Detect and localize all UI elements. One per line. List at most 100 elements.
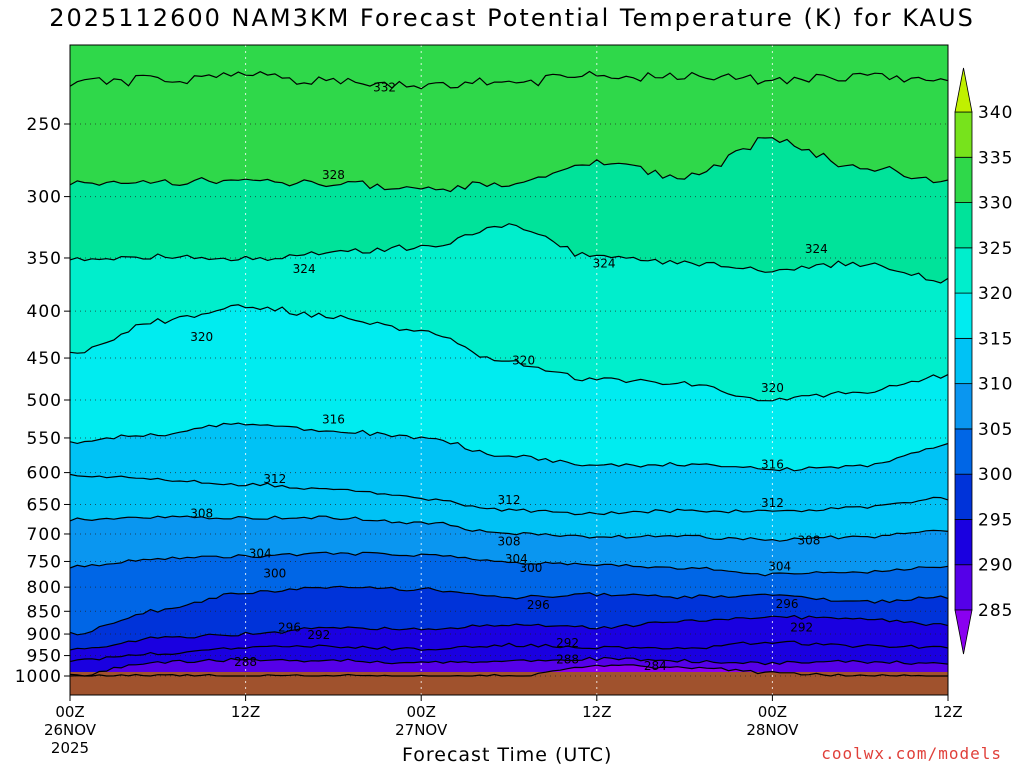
x-tick-label: 00Z: [407, 703, 436, 721]
colorbar-segment-290: [954, 519, 973, 566]
colorbar-tick-label: 310: [978, 375, 1013, 395]
contour-label: 316: [761, 458, 784, 472]
isentrope-292: [69, 640, 949, 663]
isentrope-312: [69, 473, 949, 516]
contour-label: 288: [234, 655, 257, 669]
contour-label: 300: [519, 561, 542, 575]
source-credit[interactable]: coolwx.com/models: [821, 744, 1002, 763]
colorbar-segment-310: [954, 337, 973, 385]
contour-label: 324: [805, 242, 828, 256]
x-tick-date: 26NOV: [44, 721, 97, 739]
y-tick-label: 600: [27, 464, 62, 484]
isentrope-324: [69, 223, 949, 284]
chart-title: 2025112600 NAM3KM Forecast Potential Tem…: [49, 4, 975, 32]
y-tick-label: 850: [27, 602, 62, 622]
isentrope-308: [69, 515, 949, 542]
x-tick-year: 2025: [51, 739, 89, 757]
colorbar-tick-label: 285: [978, 601, 1013, 621]
y-tick-label: 350: [27, 249, 62, 269]
contour-label: 296: [527, 598, 550, 612]
x-tick-label: 12Z: [582, 703, 611, 721]
colorbar-segment-320: [954, 247, 973, 294]
x-tick-date: 28NOV: [746, 721, 799, 739]
contour-label: 312: [761, 496, 784, 510]
y-tick-label: 250: [27, 115, 62, 135]
isentrope-332: [69, 70, 949, 90]
colorbar-min-triangle: [954, 609, 973, 655]
x-tick-label: 12Z: [231, 703, 260, 721]
colorbar-tick-label: 315: [978, 329, 1013, 349]
ground-fill: [70, 671, 948, 695]
contour-label: 320: [512, 354, 535, 368]
colorbar-tick-label: 295: [978, 510, 1013, 530]
colorbar-max-triangle: [954, 67, 973, 113]
colorbar-tick-label: 340: [978, 103, 1013, 123]
contour-label: 312: [263, 472, 286, 486]
y-tick-label: 550: [27, 429, 62, 449]
colorbar: 285 290 295 300 305 310 315 320 325 330 335 340: [954, 67, 1013, 655]
contour-label: 292: [556, 636, 579, 650]
colorbar-tick-label: 305: [978, 420, 1013, 440]
isentrope-284: [69, 664, 948, 677]
isentrope-328: [69, 137, 949, 193]
x-tick-label: 12Z: [933, 703, 962, 721]
y-tick-label: 900: [27, 625, 62, 645]
contour-label: 312: [498, 493, 521, 507]
colorbar-segment-305: [954, 383, 973, 430]
y-axis: 250 300 350 400 450 500 550 600 650 700 750 800 850 9…: [15, 115, 70, 687]
y-tick-label: 400: [27, 302, 62, 322]
x-tick-label: 00Z: [55, 703, 84, 721]
contour-label: 300: [263, 566, 286, 580]
isentrope-contours: [69, 70, 949, 677]
isentrope-296: [69, 614, 949, 651]
y-tick-label: 450: [27, 349, 62, 369]
y-tick-label: 700: [27, 525, 62, 545]
colorbar-tick-label: 335: [978, 148, 1013, 168]
colorbar-segment-300: [954, 428, 973, 475]
x-tick-label: 00Z: [758, 703, 787, 721]
contour-label: 316: [322, 412, 345, 426]
contour-label: 324: [593, 257, 616, 271]
y-tick-label: 650: [27, 495, 62, 515]
contour-label: 292: [307, 628, 330, 642]
y-tick-label: 1000: [15, 667, 62, 687]
isentrope-320: [69, 304, 949, 402]
isentrope-300: [69, 585, 949, 636]
colorbar-segment-315: [954, 292, 973, 339]
contour-label: 308: [498, 534, 521, 548]
contour-label: 296: [776, 597, 799, 611]
ground-below-surface: [70, 671, 948, 695]
colorbar-segment-295: [954, 473, 973, 520]
contour-label: 328: [322, 168, 345, 182]
contour-label: 292: [790, 620, 813, 634]
y-tick-label: 300: [27, 188, 62, 208]
isentrope-316: [69, 422, 949, 472]
contour-label: 308: [798, 534, 821, 548]
contour-label: 320: [761, 381, 784, 395]
colorbar-tick-label: 330: [978, 194, 1013, 214]
colorbar-segment-325: [954, 202, 973, 249]
x-axis-label: Forecast Time (UTC): [402, 744, 613, 766]
contour-labels: 332 328 324 324 324 320 320 320 316 316 312 312 312 3…: [190, 80, 828, 673]
contour-label: 332: [373, 80, 396, 94]
y-tick-label: 750: [27, 552, 62, 572]
contour-label: 304: [249, 546, 272, 560]
contour-label: 288: [556, 653, 579, 667]
colorbar-segment-330: [954, 156, 973, 203]
theta-fill-bands: [70, 45, 948, 695]
isentrope-288: [69, 656, 949, 677]
colorbar-tick-label: 290: [978, 556, 1013, 576]
colorbar-tick-label: 325: [978, 239, 1013, 259]
colorbar-segment-335: [954, 111, 973, 158]
isentrope-304: [69, 551, 949, 577]
plot-frame: [69, 44, 949, 696]
colorbar-segment-285: [954, 564, 973, 611]
contour-label: 284: [644, 659, 667, 673]
contour-label: 320: [190, 330, 213, 344]
contour-label: 296: [278, 620, 301, 634]
contour-label: 304: [768, 560, 791, 574]
contour-label: 324: [293, 262, 316, 276]
colorbar-tick-label: 300: [978, 465, 1013, 485]
